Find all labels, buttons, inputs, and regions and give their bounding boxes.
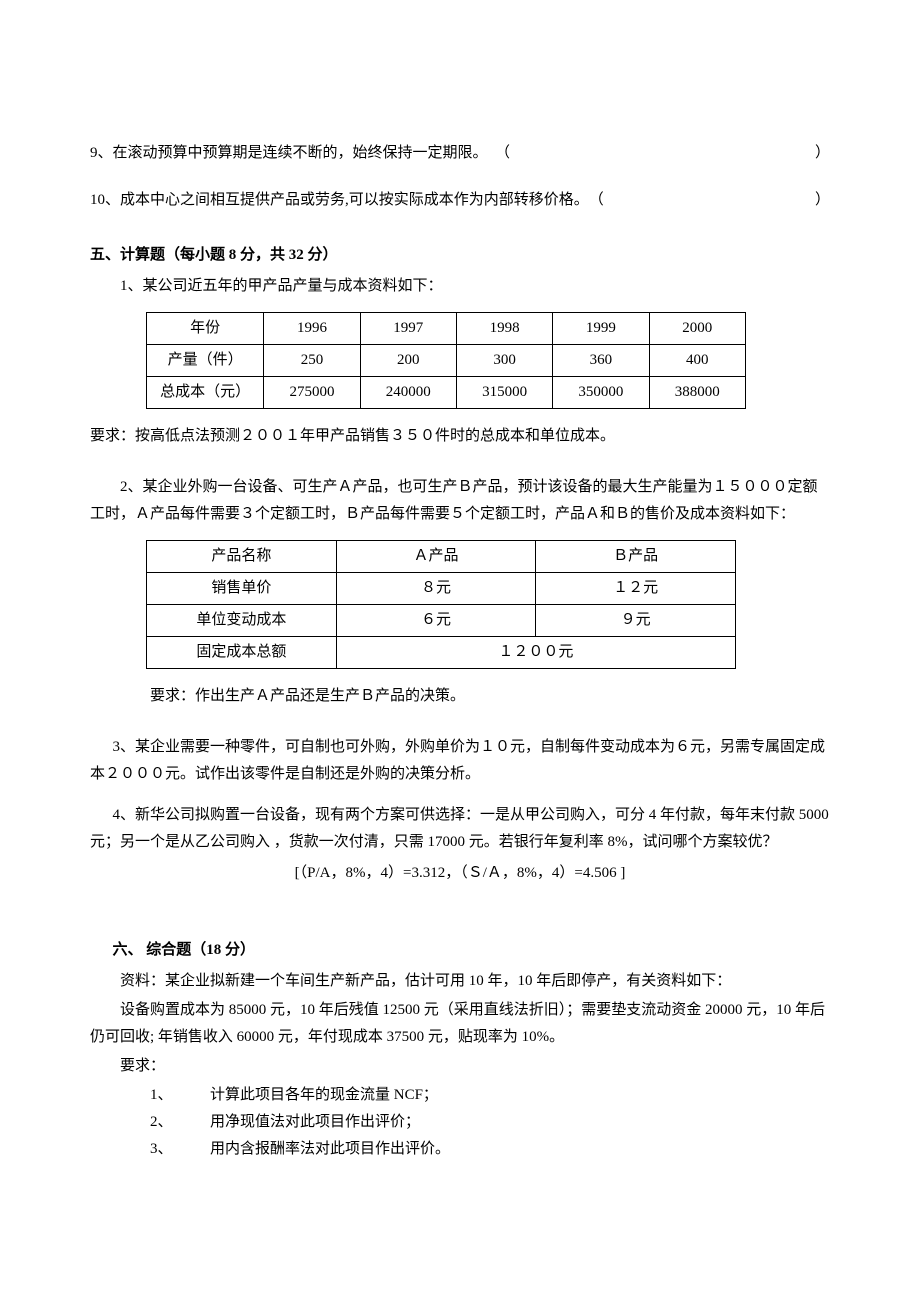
table-row: 固定成本总额 １２００元 (147, 637, 736, 669)
list-item: 3、 用内含报酬率法对此项目作出评价。 (150, 1136, 830, 1163)
table-row: 单位变动成本 ６元 ９元 (147, 605, 736, 637)
cell: 固定成本总额 (147, 637, 337, 669)
q9-blank (510, 140, 815, 167)
cell: 单位变动成本 (147, 605, 337, 637)
s5-q2-p1: 2、某企业外购一台设备、可生产Ａ产品，也可生产Ｂ产品，预计该设备的最大生产能量为… (90, 474, 830, 528)
cell: 1996 (264, 313, 360, 345)
list-item: 1、 计算此项目各年的现金流量 NCF； (150, 1082, 830, 1109)
question-9-text: 9、在滚动预算中预算期是连续不断的，始终保持一定期限。 (90, 140, 488, 167)
cell: 275000 (264, 377, 360, 409)
table-row: 年份 1996 1997 1998 1999 2000 (147, 313, 746, 345)
cell: ６元 (336, 605, 536, 637)
item-text: 用净现值法对此项目作出评价； (210, 1109, 420, 1136)
cell: 200 (360, 345, 456, 377)
question-10-text: 10、成本中心之间相互提供产品或劳务,可以按实际成本作为内部转移价格。 (90, 187, 589, 214)
section-6-title: 六、 综合题（18 分） (90, 937, 830, 964)
s5-q3: 3、某企业需要一种零件，可自制也可外购，外购单价为１０元，自制每件变动成本为６元… (90, 734, 830, 788)
question-10: 10、成本中心之间相互提供产品或劳务,可以按实际成本作为内部转移价格。 （ ） (90, 187, 830, 214)
cell: 2000 (649, 313, 745, 345)
s6-p2: 设备购置成本为 85000 元，10 年后残值 12500 元（采用直线法折旧）… (90, 997, 830, 1051)
cell: 240000 (360, 377, 456, 409)
table-row: 产量（件） 250 200 300 360 400 (147, 345, 746, 377)
cell-cost-label: 总成本（元） (147, 377, 264, 409)
s6-req-list: 1、 计算此项目各年的现金流量 NCF； 2、 用净现值法对此项目作出评价； 3… (150, 1082, 830, 1163)
s5-q4: 4、新华公司拟购置一台设备，现有两个方案可供选择：一是从甲公司购入，可分 4 年… (90, 802, 830, 856)
q10-paren-close: ） (815, 187, 830, 214)
item-text: 计算此项目各年的现金流量 NCF； (210, 1082, 438, 1109)
cell-qty-label: 产量（件） (147, 345, 264, 377)
s5-q2-table: 产品名称 Ａ产品 Ｂ产品 销售单价 ８元 １２元 单位变动成本 ６元 ９元 固定… (146, 540, 736, 669)
q9-paren-close: ） (815, 140, 830, 167)
item-num: 2、 (150, 1109, 210, 1136)
cell: 1998 (456, 313, 552, 345)
cell: 400 (649, 345, 745, 377)
table-row: 总成本（元） 275000 240000 315000 350000 38800… (147, 377, 746, 409)
list-item: 2、 用净现值法对此项目作出评价； (150, 1109, 830, 1136)
item-text: 用内含报酬率法对此项目作出评价。 (210, 1136, 450, 1163)
cell: 1997 (360, 313, 456, 345)
s5-q1-table: 年份 1996 1997 1998 1999 2000 产量（件） 250 20… (146, 312, 746, 409)
cell: Ｂ产品 (536, 541, 736, 573)
cell: 销售单价 (147, 573, 337, 605)
cell: １２元 (536, 573, 736, 605)
cell: 360 (553, 345, 649, 377)
q10-paren-open: （ (589, 187, 604, 214)
section-5-title: 五、计算题（每小题 8 分，共 32 分） (90, 242, 830, 269)
cell: 250 (264, 345, 360, 377)
s5-q2-req: 要求：作出生产Ａ产品还是生产Ｂ产品的决策。 (90, 683, 830, 710)
s5-q1-req: 要求：按高低点法预测２００１年甲产品销售３５０件时的总成本和单位成本。 (90, 423, 830, 450)
s5-q2-p1-text: 2、某企业外购一台设备、可生产Ａ产品，也可生产Ｂ产品，预计该设备的最大生产能量为… (90, 479, 818, 522)
cell: 产品名称 (147, 541, 337, 573)
cell: 300 (456, 345, 552, 377)
question-9: 9、在滚动预算中预算期是连续不断的，始终保持一定期限。 （ ） (90, 140, 830, 167)
cell: Ａ产品 (336, 541, 536, 573)
s5-q1-intro: 1、某公司近五年的甲产品产量与成本资料如下： (90, 273, 830, 300)
q10-blank (604, 187, 815, 214)
cell: 1999 (553, 313, 649, 345)
cell: １２００元 (336, 637, 735, 669)
cell-year-label: 年份 (147, 313, 264, 345)
cell: 315000 (456, 377, 552, 409)
s6-req-label: 要求： (90, 1053, 830, 1080)
table-row: 销售单价 ８元 １２元 (147, 573, 736, 605)
s6-p1: 资料：某企业拟新建一个车间生产新产品，估计可用 10 年，10 年后即停产，有关… (90, 968, 830, 995)
cell: ９元 (536, 605, 736, 637)
s5-q4-formula: [（P/A，8%，4）=3.312，（Ｓ/Ａ，8%，4）=4.506 ] (90, 860, 830, 887)
item-num: 1、 (150, 1082, 210, 1109)
cell: 388000 (649, 377, 745, 409)
item-num: 3、 (150, 1136, 210, 1163)
q9-paren-open: （ (488, 140, 511, 167)
table-row: 产品名称 Ａ产品 Ｂ产品 (147, 541, 736, 573)
cell: 350000 (553, 377, 649, 409)
cell: ８元 (336, 573, 536, 605)
